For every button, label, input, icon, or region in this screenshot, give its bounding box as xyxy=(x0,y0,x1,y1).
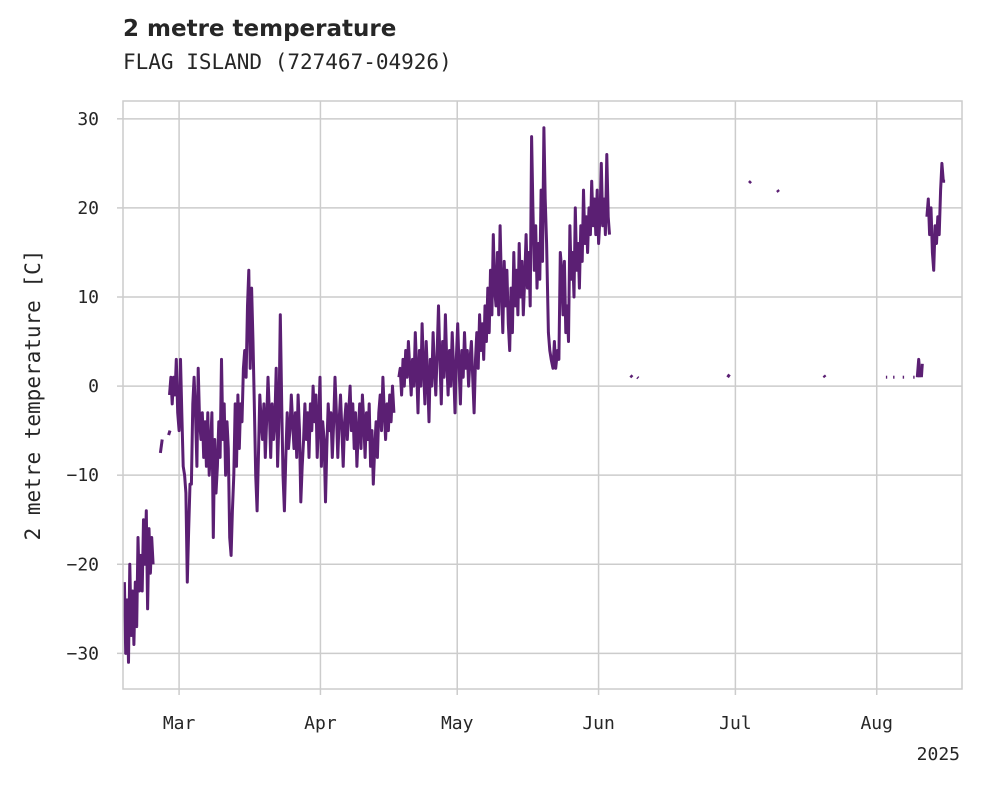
chart-title: 2 metre temperature xyxy=(123,16,397,42)
x-tick-label: Mar xyxy=(163,713,196,734)
temperature-line-segment xyxy=(122,509,155,664)
x-axis-year-label: 2025 xyxy=(917,744,960,765)
temperature-line-segment xyxy=(168,268,396,584)
y-tick-label: −10 xyxy=(66,465,99,486)
temperature-line-segment xyxy=(822,374,827,379)
y-tick-label: −30 xyxy=(66,643,99,664)
temperature-line-segment xyxy=(748,180,752,185)
chart-subtitle: FLAG ISLAND (727467-04926) xyxy=(123,50,452,74)
temperature-line-segment xyxy=(776,189,780,193)
temperature-line-segment xyxy=(919,363,924,378)
temperature-line-segment xyxy=(158,439,164,454)
y-tick-labels: −30 −20 −10 0 10 20 30 xyxy=(66,109,99,665)
x-tick-label: Apr xyxy=(304,713,337,734)
plot-frame xyxy=(122,100,963,690)
y-tick-label: 0 xyxy=(88,376,99,397)
y-tick-label: 20 xyxy=(77,198,99,219)
y-tick-label: 30 xyxy=(77,109,99,130)
x-tick-label: Jul xyxy=(719,713,752,734)
y-tick-label: 10 xyxy=(77,287,99,308)
x-tick-label: Jun xyxy=(582,713,615,734)
series-lines xyxy=(122,126,946,664)
temperature-line-segment xyxy=(629,374,634,379)
x-tick-label: May xyxy=(441,713,474,734)
temperature-line-segment xyxy=(726,373,731,379)
temperature-line-segment xyxy=(915,357,922,378)
y-axis-title: 2 metre temperature [C] xyxy=(21,250,45,541)
temperature-line-segment xyxy=(636,376,640,380)
temperature-line-segment xyxy=(397,126,611,424)
temperature-line-segment xyxy=(167,430,172,436)
grid-lines xyxy=(117,101,962,695)
x-tick-label: Aug xyxy=(860,713,893,734)
x-tick-labels: Mar Apr May Jun Jul Aug xyxy=(163,713,893,734)
temperature-line-segment xyxy=(925,161,946,272)
y-tick-label: −20 xyxy=(66,554,99,575)
